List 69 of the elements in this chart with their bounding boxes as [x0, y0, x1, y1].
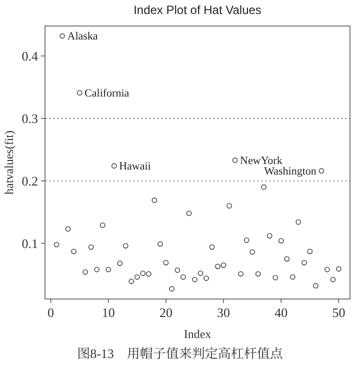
point [140, 270, 146, 276]
point [330, 276, 336, 282]
point [128, 278, 134, 284]
point [100, 222, 106, 228]
point [122, 243, 128, 248]
x-axis-title: Index [184, 327, 212, 341]
point [250, 249, 256, 255]
y-tick-label: 0.2 [22, 173, 38, 188]
point [106, 266, 112, 272]
point [163, 260, 169, 266]
point [318, 168, 324, 174]
point [261, 184, 267, 190]
point [82, 269, 88, 275]
y-tick-label: 0.1 [22, 236, 38, 251]
x-tick-label: 20 [159, 305, 172, 320]
point [244, 237, 250, 243]
point [209, 244, 215, 250]
point [76, 90, 82, 96]
point [88, 244, 94, 250]
point [255, 271, 261, 277]
chart-title: Index Plot of Hat Values [134, 3, 262, 17]
point [226, 203, 232, 209]
x-tick-label: 10 [102, 305, 115, 320]
point [220, 262, 226, 268]
annotation: California [84, 87, 130, 100]
point [60, 33, 65, 39]
point [312, 283, 318, 288]
point [192, 276, 198, 282]
y-axis-title: hatvalues(fit) [2, 130, 16, 194]
point [336, 266, 342, 272]
annotation: Hawaii [119, 160, 151, 172]
annotation: NewYork [240, 154, 283, 167]
point [65, 226, 71, 232]
point [180, 274, 186, 280]
x-tick-label: 30 [217, 305, 230, 320]
point [157, 241, 163, 247]
point [238, 271, 244, 277]
point [94, 266, 100, 272]
point [204, 276, 209, 281]
point [290, 274, 296, 280]
y-tick-label: 0.3 [22, 110, 38, 126]
point [324, 266, 330, 272]
point [169, 286, 174, 292]
point [215, 264, 220, 270]
x-tick-label: 50 [332, 305, 346, 320]
point [278, 238, 284, 244]
point [198, 270, 204, 276]
point [266, 233, 272, 239]
point [284, 256, 290, 262]
point [296, 219, 302, 225]
point [111, 163, 117, 169]
point [186, 210, 192, 216]
point [301, 260, 307, 266]
point [71, 248, 76, 254]
point [54, 242, 60, 248]
point [134, 274, 140, 280]
caption: 图8-13 用帽子值来判定高杠杆值点 [77, 346, 284, 361]
point [152, 198, 158, 203]
x-tick-label: 0 [48, 305, 54, 320]
point [174, 267, 180, 273]
annotation: Washington [264, 165, 317, 178]
point [272, 274, 278, 280]
annotation: Alaska [67, 30, 98, 42]
point [146, 271, 152, 277]
y-tick-label: 0.4 [22, 48, 38, 64]
point [232, 158, 238, 163]
x-tick-label: 40 [274, 305, 288, 320]
point [117, 260, 123, 266]
point [307, 248, 313, 254]
